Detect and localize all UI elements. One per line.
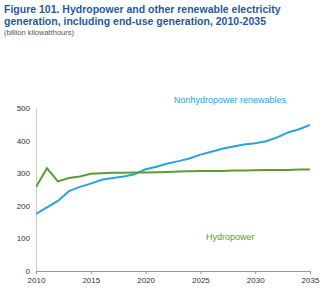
lines xyxy=(36,125,310,214)
y-tick-label: 400 xyxy=(17,137,31,146)
chart: 0100200300400500201020152020202520302035… xyxy=(0,0,322,290)
y-tick: 300 xyxy=(17,169,36,178)
x-tick-label: 2010 xyxy=(28,276,46,285)
x-tick-mark xyxy=(310,271,311,274)
series-line xyxy=(36,125,310,214)
series-label: Hydropower xyxy=(206,232,255,242)
y-axis: 0100200300400500 xyxy=(17,104,37,276)
series-label: Nonhydropower renewables xyxy=(174,95,287,105)
x-tick-mark xyxy=(200,271,201,274)
x-tick: 2020 xyxy=(137,271,155,285)
y-axis-line xyxy=(36,109,37,272)
subtitle: (billion kilowatthours) xyxy=(4,28,74,37)
y-tick: 100 xyxy=(17,234,36,243)
x-tick-label: 2020 xyxy=(137,276,155,285)
y-tick-label: 300 xyxy=(17,169,31,178)
x-tick-mark xyxy=(255,271,256,274)
plot: 0100200300400500201020152020202520302035… xyxy=(17,95,320,285)
x-tick-mark xyxy=(91,271,92,274)
title: Figure 101. Hydropower and other renewab… xyxy=(4,3,294,27)
x-tick-label: 2030 xyxy=(247,276,265,285)
x-tick: 2030 xyxy=(247,271,265,285)
x-axis: 2010 2015 2020 2025 2030 2035 xyxy=(28,271,320,285)
x-tick-mark xyxy=(146,271,147,274)
y-tick-label: 500 xyxy=(17,104,31,113)
x-tick: 2035 xyxy=(302,271,320,285)
x-tick: 2010 xyxy=(28,271,46,285)
series-line xyxy=(36,168,310,187)
y-tick: 400 xyxy=(17,137,36,146)
x-tick-label: 2015 xyxy=(82,276,100,285)
y-tick-label: 100 xyxy=(17,234,31,243)
x-tick-label: 2035 xyxy=(302,276,320,285)
y-tick: 500 xyxy=(17,104,36,113)
x-tick: 2025 xyxy=(192,271,210,285)
y-tick: 200 xyxy=(17,202,36,211)
x-axis-line xyxy=(37,272,311,275)
x-tick: 2015 xyxy=(82,271,100,285)
y-tick-label: 200 xyxy=(17,202,31,211)
x-tick-label: 2025 xyxy=(192,276,210,285)
x-tick-mark xyxy=(36,271,37,274)
